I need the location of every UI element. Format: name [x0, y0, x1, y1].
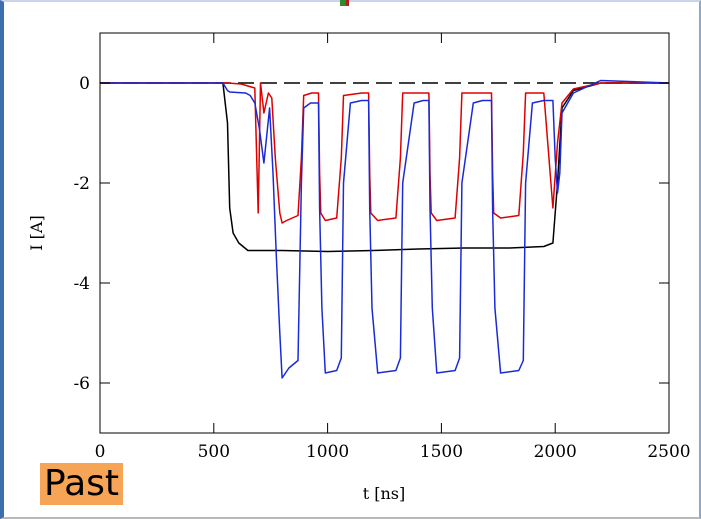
x-tick-label-1: 500: [198, 442, 230, 462]
x-tick-label-0: 0: [95, 442, 106, 462]
top-edge-marker-green: [340, 0, 346, 6]
x-axis-title: t [ns]: [363, 484, 406, 503]
y-tick-label-3: -6: [73, 374, 90, 394]
y-tick-label-0: 0: [79, 74, 90, 94]
y-tick-label-1: -2: [73, 174, 90, 194]
top-edge-marker-red: [346, 0, 349, 6]
x-tick-label-4: 2000: [534, 442, 577, 462]
series-line-3: [100, 79, 670, 379]
y-tick-label-2: -4: [73, 274, 90, 294]
tick-layer: 0 500 1000 1500 2000 2500 0 -2 -4 -6: [73, 33, 691, 462]
x-tick-label-5: 2500: [647, 442, 690, 462]
past-label: Past: [40, 463, 124, 505]
series-layer: [100, 79, 670, 379]
series-line-2: [100, 82, 669, 224]
y-axis-title: I [A]: [27, 215, 46, 250]
x-tick-label-2: 1000: [306, 442, 349, 462]
plot-frame: [99, 32, 670, 434]
series-line-1: [100, 82, 669, 253]
x-tick-label-3: 1500: [420, 442, 463, 462]
